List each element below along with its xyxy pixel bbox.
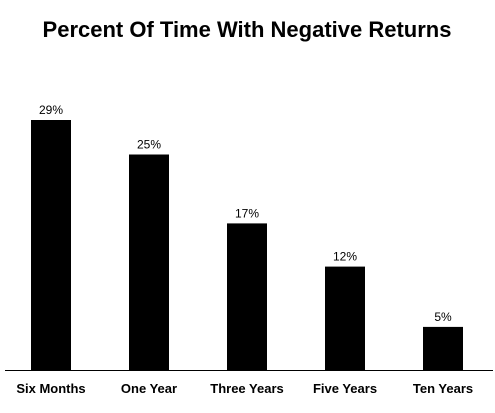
value-label: 17% bbox=[235, 206, 259, 220]
bar-six-months bbox=[31, 120, 71, 370]
value-label: 29% bbox=[39, 103, 63, 117]
bars-layer bbox=[31, 120, 463, 370]
bar-three-years bbox=[227, 223, 267, 370]
value-label: 25% bbox=[137, 138, 161, 152]
bar-ten-years bbox=[423, 326, 463, 370]
bar-one-year bbox=[129, 154, 169, 370]
x-tick-label: Ten Years bbox=[413, 381, 473, 396]
value-labels-layer: 29% 25% 17% 12% 5% bbox=[39, 103, 452, 324]
bar-five-years bbox=[325, 266, 365, 370]
value-label: 12% bbox=[333, 250, 357, 264]
value-label: 5% bbox=[434, 310, 452, 324]
x-tick-label: One Year bbox=[121, 381, 177, 396]
x-tick-label: Five Years bbox=[313, 381, 377, 396]
x-tick-label: Three Years bbox=[210, 381, 283, 396]
x-tick-labels: Six Months One Year Three Years Five Years T… bbox=[16, 381, 473, 396]
chart-title: Percent Of Time With Negative Returns bbox=[43, 17, 452, 42]
x-tick-label: Six Months bbox=[16, 381, 85, 396]
